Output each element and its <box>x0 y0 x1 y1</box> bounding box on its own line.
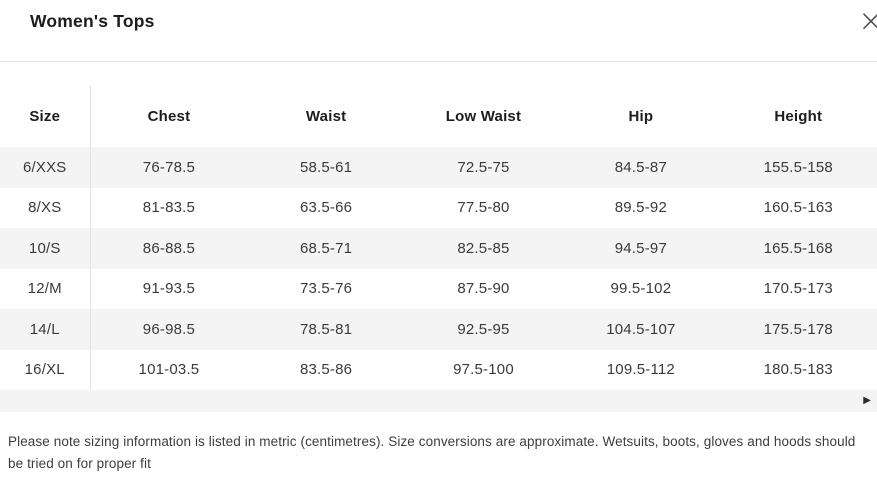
cell-size: 10/S <box>0 228 91 269</box>
column-header-hip: Hip <box>628 107 654 125</box>
cell-chest: 96-98.5 <box>142 320 196 338</box>
column-header-size: Size <box>0 85 91 147</box>
table-row: 6/XXS 76-78.5 58.5-61 72.5-75 84.5-87 15… <box>0 147 877 188</box>
cell-hip: 99.5-102 <box>610 280 672 298</box>
page-title: Women's Tops <box>30 11 155 31</box>
size-table-scroll-area[interactable]: Size Chest Waist Low Waist Hip Height 6/… <box>0 85 877 412</box>
table-row: 12/M 91-93.5 73.5-76 87.5-90 99.5-102 17… <box>0 268 877 309</box>
cell-waist: 73.5-76 <box>299 280 353 298</box>
table-row: 8/XS 81-83.5 63.5-66 77.5-80 89.5-92 160… <box>0 187 877 228</box>
cell-hip: 104.5-107 <box>606 320 676 338</box>
scroll-right-icon[interactable]: ▶ <box>863 395 871 406</box>
column-header-waist: Waist <box>305 107 347 125</box>
cell-chest: 101-03.5 <box>138 361 200 379</box>
cell-waist: 83.5-86 <box>299 361 353 379</box>
cell-waist: 68.5-71 <box>299 239 353 257</box>
cell-height: 155.5-158 <box>763 158 833 176</box>
cell-low-waist: 72.5-75 <box>457 158 510 176</box>
column-header-low-waist: Low Waist <box>445 107 522 125</box>
cell-low-waist: 92.5-95 <box>457 320 510 338</box>
cell-size: 6/XXS <box>0 147 91 188</box>
cell-chest: 76-78.5 <box>142 158 196 176</box>
size-table: Size Chest Waist Low Waist Hip Height 6/… <box>0 85 877 390</box>
table-row: 16/XL 101-03.5 83.5-86 97.5-100 109.5-11… <box>0 349 877 390</box>
scroll-strip: ▶ <box>0 390 877 412</box>
cell-chest: 91-93.5 <box>142 280 196 298</box>
table-header-row: Size Chest Waist Low Waist Hip Height <box>0 85 877 147</box>
cell-height: 180.5-183 <box>763 361 833 379</box>
cell-size: 12/M <box>0 268 91 309</box>
cell-waist: 58.5-61 <box>299 158 353 176</box>
cell-height: 170.5-173 <box>763 280 833 298</box>
cell-hip: 84.5-87 <box>614 158 667 176</box>
cell-hip: 89.5-92 <box>614 199 667 217</box>
column-header-height: Height <box>774 107 823 125</box>
cell-chest: 86-88.5 <box>142 239 196 257</box>
cell-height: 165.5-168 <box>763 239 833 257</box>
modal-header: Women's Tops × <box>0 0 877 62</box>
cell-height: 160.5-163 <box>763 199 833 217</box>
cell-hip: 109.5-112 <box>606 361 675 379</box>
sizing-note: Please note sizing information is listed… <box>8 434 856 471</box>
cell-height: 175.5-178 <box>763 320 833 338</box>
close-icon: × <box>858 3 877 39</box>
cell-waist: 78.5-81 <box>299 320 353 338</box>
cell-waist: 63.5-66 <box>299 199 353 217</box>
cell-size: 16/XL <box>0 349 91 390</box>
cell-hip: 94.5-97 <box>614 239 667 257</box>
cell-size: 14/L <box>0 309 91 350</box>
cell-low-waist: 87.5-90 <box>457 280 510 298</box>
cell-low-waist: 82.5-85 <box>457 239 510 257</box>
cell-chest: 81-83.5 <box>142 199 196 217</box>
column-header-chest: Chest <box>147 107 191 125</box>
table-row: 14/L 96-98.5 78.5-81 92.5-95 104.5-107 1… <box>0 309 877 350</box>
cell-low-waist: 97.5-100 <box>453 361 514 379</box>
table-row: 10/S 86-88.5 68.5-71 82.5-85 94.5-97 165… <box>0 228 877 269</box>
cell-low-waist: 77.5-80 <box>457 199 510 217</box>
close-button[interactable]: × <box>858 1 877 41</box>
cell-size: 8/XS <box>0 187 91 228</box>
